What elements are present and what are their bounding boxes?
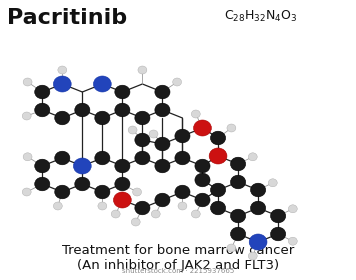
Circle shape [75, 159, 90, 173]
Circle shape [271, 209, 286, 223]
Circle shape [149, 130, 158, 138]
Circle shape [128, 126, 137, 134]
Circle shape [155, 193, 170, 207]
Circle shape [35, 159, 50, 173]
Circle shape [138, 66, 147, 74]
Circle shape [75, 177, 90, 191]
Text: shutterstock.com · 2215937665: shutterstock.com · 2215937665 [122, 269, 234, 274]
Circle shape [131, 218, 140, 226]
Circle shape [75, 103, 90, 117]
Circle shape [114, 192, 131, 208]
Circle shape [210, 183, 226, 197]
Circle shape [251, 201, 266, 215]
Circle shape [133, 188, 141, 196]
Circle shape [151, 210, 160, 218]
Circle shape [231, 175, 246, 189]
Circle shape [93, 76, 111, 92]
Circle shape [249, 234, 267, 250]
Circle shape [192, 110, 200, 118]
Circle shape [95, 151, 110, 165]
Circle shape [115, 159, 130, 173]
Circle shape [22, 112, 31, 120]
Circle shape [231, 227, 246, 241]
Text: (An inhibitor of JAK2 and FLT3): (An inhibitor of JAK2 and FLT3) [77, 259, 279, 272]
Text: C$_{28}$H$_{32}$N$_{4}$O$_{3}$: C$_{28}$H$_{32}$N$_{4}$O$_{3}$ [224, 8, 298, 24]
Circle shape [23, 153, 32, 161]
Text: Pacritinib: Pacritinib [7, 8, 127, 28]
Circle shape [231, 157, 246, 171]
Circle shape [175, 151, 190, 165]
Circle shape [155, 137, 170, 151]
Circle shape [53, 76, 71, 92]
Circle shape [155, 159, 170, 173]
Circle shape [22, 188, 31, 196]
Circle shape [115, 177, 130, 191]
Circle shape [195, 173, 210, 187]
Circle shape [155, 85, 170, 99]
Circle shape [210, 149, 226, 163]
Circle shape [55, 111, 70, 125]
Circle shape [209, 148, 227, 164]
Circle shape [248, 153, 257, 161]
Circle shape [135, 111, 150, 125]
Circle shape [178, 202, 187, 210]
Circle shape [95, 111, 110, 125]
Circle shape [111, 210, 120, 218]
Circle shape [288, 237, 297, 245]
Circle shape [58, 66, 67, 74]
Circle shape [210, 131, 226, 145]
Circle shape [155, 103, 170, 117]
Circle shape [175, 185, 190, 199]
Circle shape [251, 183, 266, 197]
Circle shape [195, 159, 210, 173]
Circle shape [288, 205, 297, 213]
Circle shape [135, 201, 150, 215]
Circle shape [23, 78, 32, 86]
Circle shape [55, 151, 70, 165]
Circle shape [268, 179, 277, 187]
Circle shape [35, 103, 50, 117]
Circle shape [210, 201, 226, 215]
Circle shape [227, 124, 236, 132]
Circle shape [115, 103, 130, 117]
Circle shape [195, 121, 210, 135]
Circle shape [251, 235, 266, 249]
Circle shape [55, 185, 70, 199]
Text: Treatment for bone marrow cancer: Treatment for bone marrow cancer [62, 244, 294, 256]
Circle shape [35, 177, 50, 191]
Circle shape [271, 227, 286, 241]
Circle shape [194, 120, 211, 136]
Circle shape [115, 85, 130, 99]
Circle shape [195, 193, 210, 207]
Circle shape [227, 244, 236, 252]
Circle shape [35, 85, 50, 99]
Circle shape [53, 202, 62, 210]
Circle shape [248, 252, 257, 260]
Circle shape [173, 78, 182, 86]
Circle shape [175, 129, 190, 143]
Circle shape [135, 151, 150, 165]
Circle shape [98, 202, 107, 210]
Circle shape [192, 210, 200, 218]
Circle shape [73, 158, 91, 174]
Circle shape [135, 133, 150, 147]
Circle shape [231, 209, 246, 223]
Circle shape [95, 185, 110, 199]
